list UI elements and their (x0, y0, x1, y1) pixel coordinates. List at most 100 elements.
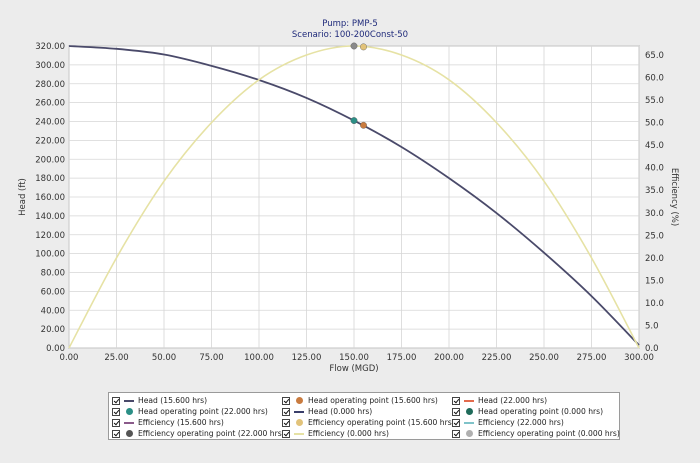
legend-checkbox[interactable] (282, 418, 290, 427)
y-tick-label: 200.00 (35, 155, 65, 165)
x-tick-label: 25.00 (104, 353, 128, 363)
legend-checkbox[interactable] (282, 396, 290, 405)
legend-item[interactable]: Head (22.000 hrs) (452, 395, 622, 406)
x-tick-label: 225.00 (482, 353, 512, 363)
y-tick-label: 80.00 (41, 269, 65, 279)
legend-checkbox[interactable] (112, 418, 120, 427)
x-axis-title: Flow (MGD) (329, 364, 378, 374)
y2-tick-label: 0.0 (645, 344, 659, 354)
y2-tick-label: 5.0 (645, 321, 659, 331)
legend-line-icon (294, 432, 304, 435)
legend-item[interactable]: Efficiency operating point (0.000 hrs) (452, 428, 622, 439)
legend-item[interactable]: Head operating point (0.000 hrs) (452, 406, 622, 417)
y2-tick-label: 30.0 (645, 209, 664, 219)
chart-legend: Head (15.600 hrs) Head operating point (1… (108, 392, 620, 440)
y-tick-label: 260.00 (35, 99, 65, 109)
legend-item[interactable]: Efficiency (15.600 hrs) (112, 417, 282, 428)
legend-marker-icon (296, 397, 303, 404)
legend-marker-icon (466, 408, 473, 415)
y-tick-label: 20.00 (41, 325, 65, 335)
legend-checkbox[interactable] (112, 396, 120, 405)
y-tick-label: 300.00 (35, 61, 65, 71)
x-tick-label: 50.00 (152, 353, 176, 363)
legend-item[interactable]: Head (0.000 hrs) (282, 406, 452, 417)
legend-checkbox[interactable] (282, 407, 290, 416)
gridlines (68, 45, 640, 349)
y-tick-label: 100.00 (35, 250, 65, 260)
y-tick-label: 160.00 (35, 193, 65, 203)
y2-tick-label: 60.0 (645, 74, 664, 84)
x-tick-label: 200.00 (434, 353, 464, 363)
y2-tick-label: 55.0 (645, 96, 664, 106)
x-tick-label: 0.00 (60, 353, 79, 363)
chart-subtitle: Scenario: 100-200Const-50 (292, 30, 408, 40)
legend-line-icon (464, 399, 474, 402)
legend-item[interactable]: Head operating point (15.600 hrs) (282, 395, 452, 406)
legend-item[interactable]: Efficiency operating point (15.600 hrs) (282, 417, 452, 428)
y-tick-label: 60.00 (41, 287, 65, 297)
y2-tick-label: 20.0 (645, 254, 664, 264)
pump-curve-chart: Pump: PMP-5 Scenario: 100-200Const-50 0.… (18, 19, 679, 374)
legend-marker-icon (126, 430, 133, 437)
x-tick-label: 150.00 (339, 353, 369, 363)
legend-label: Efficiency operating point (0.000 hrs) (478, 429, 620, 438)
chart-title: Pump: PMP-5 (322, 19, 377, 29)
legend-item[interactable]: Efficiency (22.000 hrs) (452, 417, 622, 428)
operating-point-marker (350, 42, 358, 50)
y2-tick-label: 25.0 (645, 231, 664, 241)
x-axis-ticks: 0.00 25.00 50.00 75.00 100.00 125.00 150.00 175… (60, 353, 654, 363)
y-tick-label: 180.00 (35, 174, 65, 184)
y2-tick-label: 65.0 (645, 51, 664, 61)
y-tick-label: 280.00 (35, 80, 65, 90)
y2-axis-title: Efficiency (%) (669, 168, 679, 226)
y-axis-title: Head (ft) (18, 178, 28, 216)
x-tick-label: 275.00 (577, 353, 607, 363)
legend-checkbox[interactable] (452, 429, 460, 438)
legend-checkbox[interactable] (452, 396, 460, 405)
y-tick-label: 140.00 (35, 212, 65, 222)
legend-label: Head operating point (22.000 hrs) (138, 407, 268, 416)
legend-checkbox[interactable] (452, 407, 460, 416)
legend-label: Head (22.000 hrs) (478, 396, 548, 405)
legend-label: Head (15.600 hrs) (138, 396, 208, 405)
operating-points-group (350, 42, 367, 129)
legend-checkbox[interactable] (112, 407, 120, 416)
x-tick-label: 125.00 (292, 353, 322, 363)
y2-tick-label: 10.0 (645, 299, 664, 309)
legend-checkbox[interactable] (452, 418, 460, 427)
legend-item[interactable]: Efficiency operating point (22.000 hrs) (112, 428, 282, 439)
legend-marker-icon (126, 408, 133, 415)
legend-item[interactable]: Head (15.600 hrs) (112, 395, 282, 406)
operating-point-marker (360, 43, 367, 51)
y2-axis-ticks: 0.0 5.0 10.0 15.0 20.0 25.0 30.0 35.0 40.0 45.0 50… (645, 51, 664, 354)
legend-marker-icon (466, 430, 473, 437)
legend-line-icon (294, 410, 304, 413)
x-tick-label: 250.00 (529, 353, 559, 363)
x-tick-label: 100.00 (244, 353, 274, 363)
y-axis-ticks: 0.00 20.00 40.00 60.00 80.00 100.00 120.00 140.… (35, 42, 65, 354)
y2-tick-label: 35.0 (645, 186, 664, 196)
legend-line-icon (464, 421, 474, 424)
legend-label: Efficiency operating point (22.000 hrs) (138, 429, 282, 438)
legend-checkbox[interactable] (112, 429, 120, 438)
x-tick-label: 75.00 (199, 353, 223, 363)
legend-label: Efficiency operating point (15.600 hrs) (308, 418, 452, 427)
y-tick-label: 320.00 (35, 42, 65, 52)
legend-marker-icon (296, 419, 303, 426)
legend-checkbox[interactable] (282, 429, 290, 438)
legend-label: Efficiency (0.000 hrs) (308, 429, 389, 438)
y-tick-label: 240.00 (35, 118, 65, 128)
legend-label: Head (0.000 hrs) (308, 407, 373, 416)
legend-label: Efficiency (15.600 hrs) (138, 418, 224, 427)
operating-point-marker (360, 121, 367, 129)
x-tick-label: 300.00 (624, 353, 654, 363)
y-tick-label: 120.00 (35, 231, 65, 241)
y2-tick-label: 45.0 (645, 141, 664, 151)
y-tick-label: 40.00 (41, 306, 65, 316)
y2-tick-label: 50.0 (645, 119, 664, 129)
legend-label: Efficiency (22.000 hrs) (478, 418, 564, 427)
legend-item[interactable]: Head operating point (22.000 hrs) (112, 406, 282, 417)
legend-item[interactable]: Efficiency (0.000 hrs) (282, 428, 452, 439)
y2-tick-label: 15.0 (645, 276, 664, 286)
legend-label: Head operating point (15.600 hrs) (308, 396, 438, 405)
